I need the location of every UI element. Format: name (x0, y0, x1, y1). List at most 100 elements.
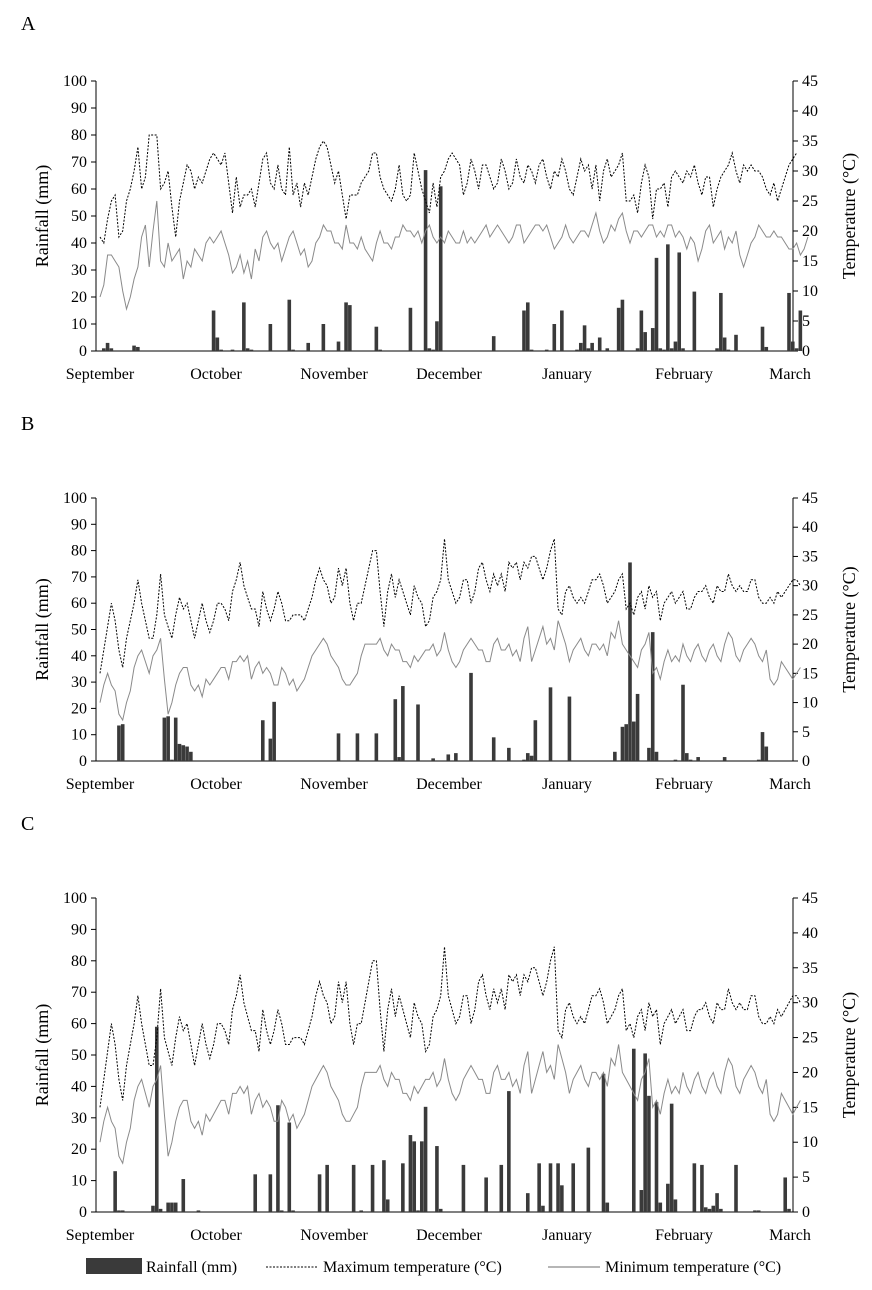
rainfall-bar (374, 326, 379, 351)
left-tick-label: 10 (71, 727, 87, 744)
rainfall-bar (756, 759, 761, 761)
rainfall-bar (321, 324, 326, 351)
month-label: December (416, 366, 482, 383)
month-label: October (190, 366, 242, 383)
left-tick-label: 100 (63, 73, 87, 90)
rainfall-bar (692, 291, 697, 351)
rainfall-bar (567, 696, 572, 761)
rainfall-bar (711, 1205, 716, 1212)
rainfall-bar (719, 1208, 723, 1212)
rainfall-bar (631, 1048, 636, 1212)
rainfall-bar (185, 746, 189, 761)
rainfall-bar (427, 348, 432, 351)
rainfall-bar (374, 733, 379, 761)
rainfall-bar (435, 321, 439, 351)
left-tick-label: 60 (71, 181, 87, 198)
rainfall-bar (438, 186, 443, 351)
rainfall-bar (719, 292, 723, 351)
left-tick-label: 60 (71, 1016, 87, 1033)
rainfall-bar (249, 349, 254, 351)
rainfall-bar (173, 717, 178, 761)
rainfall-bar (401, 1163, 405, 1212)
rainfall-bar (317, 1174, 322, 1212)
rainfall-bar (120, 724, 125, 761)
rainfall-bar (681, 684, 685, 761)
max-temperature-line (99, 134, 798, 245)
rainfall-bar (700, 1164, 704, 1212)
rainfall-bar (605, 1202, 610, 1212)
rainfall-bar (734, 1164, 738, 1212)
left-tick-label: 40 (71, 648, 87, 665)
max-temperature-line (99, 538, 801, 674)
right-tick-label: 25 (802, 607, 818, 624)
rainfall-bar (597, 337, 602, 351)
rainfall-bar (669, 348, 674, 351)
left-tick-label: 10 (71, 316, 87, 333)
rainfall-bar (722, 757, 727, 761)
rainfall-bar (166, 716, 170, 761)
rainfall-bar (525, 1193, 530, 1212)
rainfall-bar (715, 348, 719, 351)
month-label: March (769, 776, 811, 793)
month-label: March (769, 366, 811, 383)
month-label: January (542, 776, 592, 793)
rainfall-bar (170, 1202, 174, 1212)
right-tick-label: 10 (802, 1134, 818, 1151)
rainfall-bar (620, 726, 625, 761)
left-tick-label: 70 (71, 984, 87, 1001)
rainfall-bar (798, 310, 803, 351)
legend-rainfall-label: Rainfall (mm) (146, 1259, 237, 1276)
right-tick-label: 10 (802, 695, 818, 712)
rainfall-bar (544, 349, 549, 351)
right-tick-label: 5 (802, 1169, 810, 1186)
rainfall-bar (105, 342, 110, 351)
rainfall-bar (525, 302, 530, 351)
rainfall-bar (173, 1202, 178, 1212)
rainfall-bar (715, 1193, 719, 1212)
rainfall-bar (794, 348, 799, 351)
y-left-axis-title: Rainfall (mm) (32, 578, 53, 680)
left-tick-label: 70 (71, 154, 87, 171)
rainfall-bar (654, 257, 659, 351)
chart-panel-a: A 0 10 20 30 40 50 60 70 80 90 100 0 5 10 15 20 25 30 35 40 4… (21, 13, 860, 383)
rainfall-bar (654, 751, 659, 761)
left-tick-label: 30 (71, 262, 87, 279)
rainfall-bar (401, 686, 405, 761)
rainfall-bar (734, 334, 738, 351)
left-tick-label: 0 (79, 343, 87, 360)
rainfall-bar (616, 307, 621, 351)
right-tick-label: 25 (802, 1030, 818, 1047)
month-label: February (655, 366, 713, 383)
month-label: November (300, 366, 368, 383)
rainfall-bar (560, 1185, 564, 1212)
rainfall-bar (268, 1174, 273, 1212)
left-tick-label: 60 (71, 595, 87, 612)
rainfall-bar (484, 1177, 488, 1212)
rainfall-bar (684, 753, 689, 761)
left-tick-label: 100 (63, 890, 87, 907)
right-tick-label: 25 (802, 193, 818, 210)
left-tick-label: 20 (71, 700, 87, 717)
rainfall-bars (113, 1026, 791, 1212)
rainfall-bar (669, 1103, 674, 1212)
rainfall-bar (170, 759, 174, 761)
rainfall-bar (181, 745, 186, 761)
rainfall-bar (628, 562, 632, 761)
left-tick-label: 50 (71, 1047, 87, 1064)
rainfall-bar (408, 1135, 413, 1212)
month-label: September (66, 1227, 135, 1244)
right-tick-label: 0 (802, 1204, 810, 1221)
legend-min-temperature-label: Minimum temperature (°C) (605, 1259, 781, 1276)
rainfall-bar (764, 746, 769, 761)
month-label: February (655, 1227, 713, 1244)
rainfall-bar (412, 1141, 417, 1212)
left-tick-label: 80 (71, 127, 87, 144)
y-left-axis-title: Rainfall (mm) (32, 1004, 53, 1106)
min-temperature-line (99, 620, 801, 722)
rainfall-bar (586, 348, 591, 351)
rainfall-bar (507, 747, 511, 761)
left-tick-label: 20 (71, 1141, 87, 1158)
right-tick-label: 30 (802, 163, 818, 180)
left-tick-label: 50 (71, 208, 87, 225)
rainfall-bar (688, 759, 693, 761)
